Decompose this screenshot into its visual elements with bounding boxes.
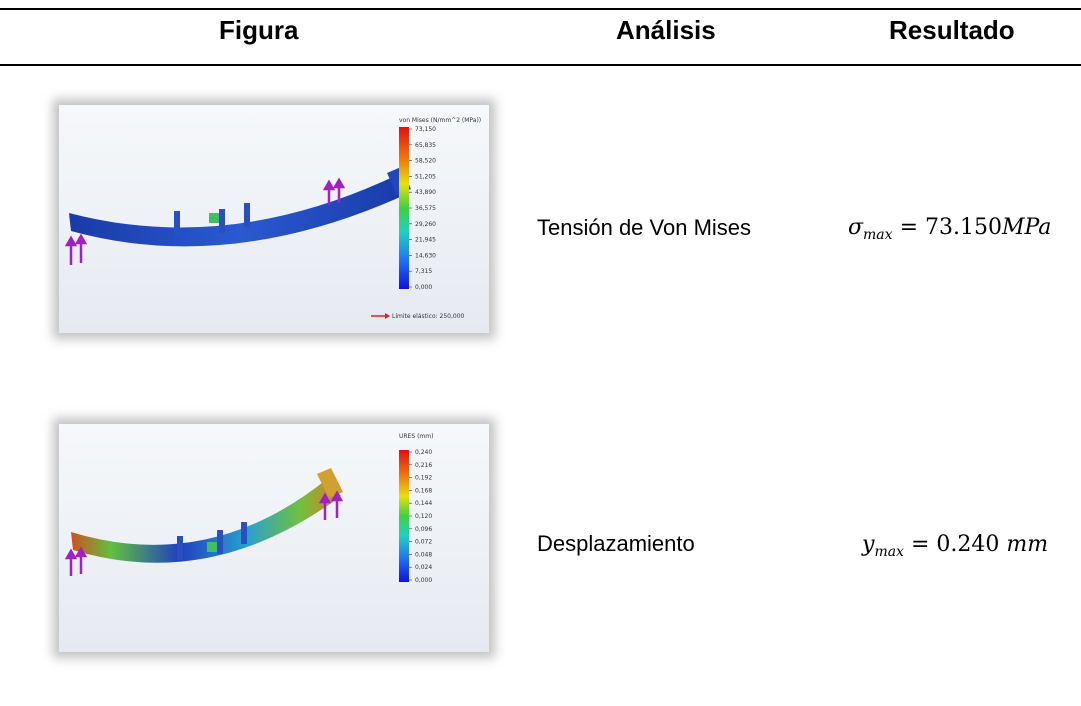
analysis-von-mises: Tensión de Von Mises <box>537 215 752 240</box>
limit-arrow-head <box>385 313 390 319</box>
result-unit: MPa <box>1001 215 1052 240</box>
von-mises-plot: von Mises (N/mm^2 (MPa)) 73,150 65,835 58,… <box>59 105 489 333</box>
legend-tick-label: 0,048 <box>415 551 432 558</box>
beam-shape <box>69 175 409 247</box>
result-eq: = 0.240 <box>910 532 1000 557</box>
legend-tick-label: 0,024 <box>415 564 432 571</box>
displacement-figure: URES (mm) 0,240 0,216 0,192 0,168 0,144 0,120… <box>59 424 489 652</box>
brace <box>219 209 225 233</box>
color-bar <box>399 450 409 582</box>
legend-tick-label: 51,205 <box>415 173 436 180</box>
legend-title: von Mises (N/mm^2 (MPa)) <box>399 117 481 124</box>
displacement-plot: URES (mm) 0,240 0,216 0,192 0,168 0,144 0,120… <box>59 424 489 652</box>
header-analisis: Análisis <box>616 15 716 45</box>
legend-tick-label: 65,835 <box>415 142 436 149</box>
legend-tick-label: 29,260 <box>415 221 436 228</box>
legend-title: URES (mm) <box>399 433 433 440</box>
beam-shape <box>71 479 341 563</box>
legend-ticks: 73,150 65,835 58,520 51,205 43,890 36,575 29,2… <box>409 126 436 291</box>
beam-end <box>317 468 343 498</box>
top-rule <box>0 8 1081 10</box>
plot-background <box>59 424 489 652</box>
brace <box>244 203 250 227</box>
brace <box>217 530 223 554</box>
legend-tick-label: 0,168 <box>415 487 432 494</box>
legend-tick-label: 0,000 <box>415 284 432 291</box>
result-var: σ <box>848 215 864 240</box>
legend-tick-label: 58,520 <box>415 158 436 165</box>
header-resultado: Resultado <box>889 15 1015 45</box>
displacement-spot <box>207 542 217 552</box>
von-mises-figure: von Mises (N/mm^2 (MPa)) 73,150 65,835 58,… <box>59 105 489 333</box>
legend-tick-label: 0,240 <box>415 449 432 456</box>
limit-label: Límite elástico: 250,000 <box>392 313 465 320</box>
result-desplazamiento: ymax = 0.240 mm <box>862 530 1048 567</box>
result-sub: max <box>874 544 904 560</box>
stress-spot <box>209 213 221 223</box>
result-von-mises: σmax = 73.150MPa <box>848 213 1051 250</box>
result-var: y <box>862 532 875 557</box>
header-figura: Figura <box>219 15 299 45</box>
legend-tick-label: 0,072 <box>415 539 432 546</box>
brace <box>177 536 183 560</box>
legend-tick-label: 43,890 <box>415 189 436 196</box>
legend-tick-label: 0,096 <box>415 526 432 533</box>
legend-tick-label: 0,192 <box>415 475 432 482</box>
legend-tick-label: 73,150 <box>415 126 436 133</box>
result-eq: = 73.150 <box>899 215 1002 240</box>
legend-tick-label: 0,120 <box>415 513 432 520</box>
legend-tick-label: 0,144 <box>415 500 432 507</box>
result-sub: max <box>863 227 893 243</box>
legend-tick-label: 0,216 <box>415 462 432 469</box>
legend-tick-label: 36,575 <box>415 205 436 212</box>
header-rule <box>0 64 1081 66</box>
legend-ticks: 0,240 0,216 0,192 0,168 0,144 0,120 0,096 0,072… <box>409 449 432 584</box>
brace <box>241 522 247 544</box>
load-arrows <box>64 177 346 265</box>
color-bar <box>399 127 409 289</box>
analysis-desplazamiento: Desplazamiento <box>537 531 695 556</box>
legend-tick-label: 0,000 <box>415 577 432 584</box>
load-arrows <box>64 490 344 576</box>
legend-tick-label: 21,945 <box>415 237 436 244</box>
brace <box>174 211 180 237</box>
legend-tick-label: 7,315 <box>415 268 432 275</box>
result-unit: mm <box>1006 532 1049 557</box>
legend-tick-label: 14,630 <box>415 252 436 259</box>
